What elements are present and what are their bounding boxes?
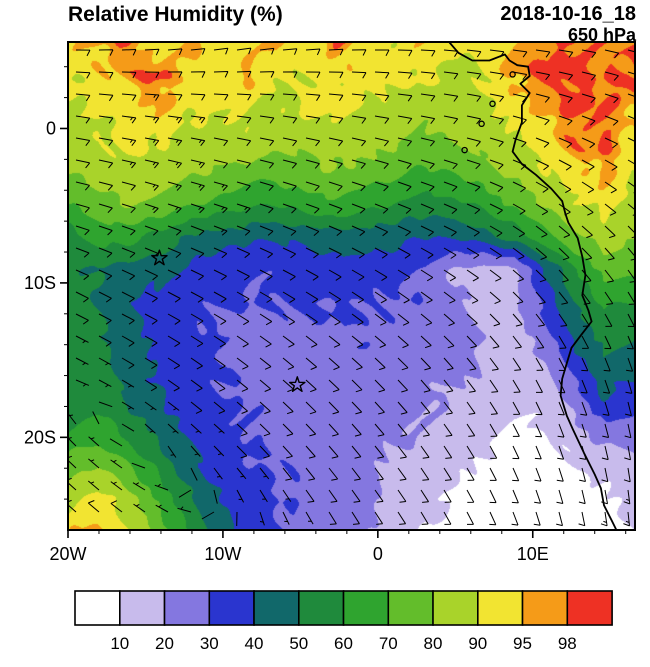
wind-barbs <box>68 47 635 527</box>
colorbar-level-label: 50 <box>289 634 308 653</box>
plot-layers <box>68 42 635 530</box>
colorbar-box <box>297 590 345 626</box>
colorbar-box <box>521 590 569 626</box>
colorbar-level-label: 40 <box>245 634 264 653</box>
colorbar-box <box>432 590 479 626</box>
island-outline <box>461 146 468 154</box>
colorbar-level-label: 10 <box>110 634 129 653</box>
colorbar-box <box>74 590 121 626</box>
plot-frame <box>67 41 636 531</box>
pressure-level-label: 650 hPa <box>567 25 636 45</box>
colorbar-box <box>342 590 390 626</box>
y-tick-label: 0 <box>46 118 56 138</box>
x-tick-label: 10E <box>517 544 549 564</box>
colorbar-box <box>119 590 166 626</box>
island-outline <box>478 120 485 128</box>
rh-filled-contour-canvas <box>68 42 635 530</box>
chart-title: Relative Humidity (%) <box>68 3 283 26</box>
colorbar-level-label: 90 <box>468 634 487 653</box>
y-tick-label: 20S <box>24 427 56 447</box>
colorbar-level-label: 60 <box>334 634 353 653</box>
colorbar-level-label: 98 <box>558 634 577 653</box>
colorbar-box <box>476 590 524 626</box>
wind-barbs-layer <box>68 47 635 527</box>
colorbar-box <box>387 590 434 626</box>
colorbar-box <box>163 590 211 626</box>
colorbar-level-label: 20 <box>155 634 174 653</box>
colorbar-level-label: 80 <box>424 634 443 653</box>
colorbar-level-label: 95 <box>513 634 532 653</box>
axis-ticks <box>60 66 627 538</box>
colorbar-level-label: 30 <box>200 634 219 653</box>
x-tick-label: 10W <box>204 544 241 564</box>
colorbar-box <box>566 590 613 626</box>
colorbar-level-label: 70 <box>379 634 398 653</box>
colorbar-box <box>208 590 255 626</box>
colorbar-box <box>253 590 300 626</box>
valid-datetime-label: 2018-10-16_18 <box>500 3 636 25</box>
coastline-path <box>448 42 618 530</box>
island-outline <box>509 71 516 78</box>
island-outline <box>489 100 496 108</box>
star-marker <box>151 249 168 266</box>
x-tick-label: 0 <box>373 544 383 564</box>
y-tick-label: 10S <box>24 273 56 293</box>
star-marker <box>289 376 306 392</box>
colorbar: 10 20 30 40 50 60 70 80 90 95 98 <box>74 590 613 653</box>
x-tick-label: 20W <box>49 544 86 564</box>
